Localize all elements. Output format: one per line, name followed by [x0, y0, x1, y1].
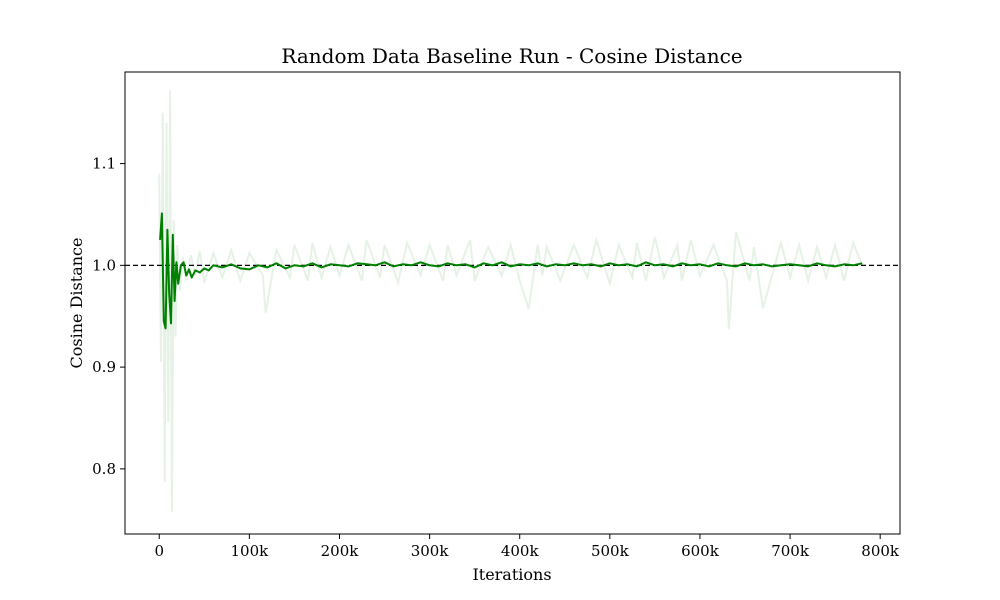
x-tick-label: 700k: [771, 542, 810, 560]
x-tick-label: 100k: [230, 542, 269, 560]
x-tick-label: 800k: [861, 542, 900, 560]
x-tick-label: 500k: [591, 542, 630, 560]
y-tick-label: 1.0: [92, 256, 116, 274]
chart-title: Random Data Baseline Run - Cosine Distan…: [281, 44, 742, 68]
x-tick-label: 300k: [411, 542, 450, 560]
raw-series-line: [158, 90, 864, 512]
y-axis-label: Cosine Distance: [67, 238, 86, 369]
x-tick-label: 400k: [501, 542, 540, 560]
y-tick-label: 0.8: [92, 460, 116, 478]
y-tick-label: 0.9: [92, 358, 116, 376]
x-axis-label: Iterations: [472, 565, 551, 584]
axes-frame: [124, 71, 901, 535]
y-tick-label: 1.1: [92, 155, 116, 173]
smoothed-series-line: [159, 212, 863, 330]
x-tick-label: 0: [154, 542, 164, 560]
x-tick-label: 200k: [321, 542, 360, 560]
plot-area: 0 100k 200k 300k 400k 500k 600k 700k 800k 0.8 0.9 1…: [92, 71, 901, 560]
x-tick-label: 600k: [681, 542, 720, 560]
